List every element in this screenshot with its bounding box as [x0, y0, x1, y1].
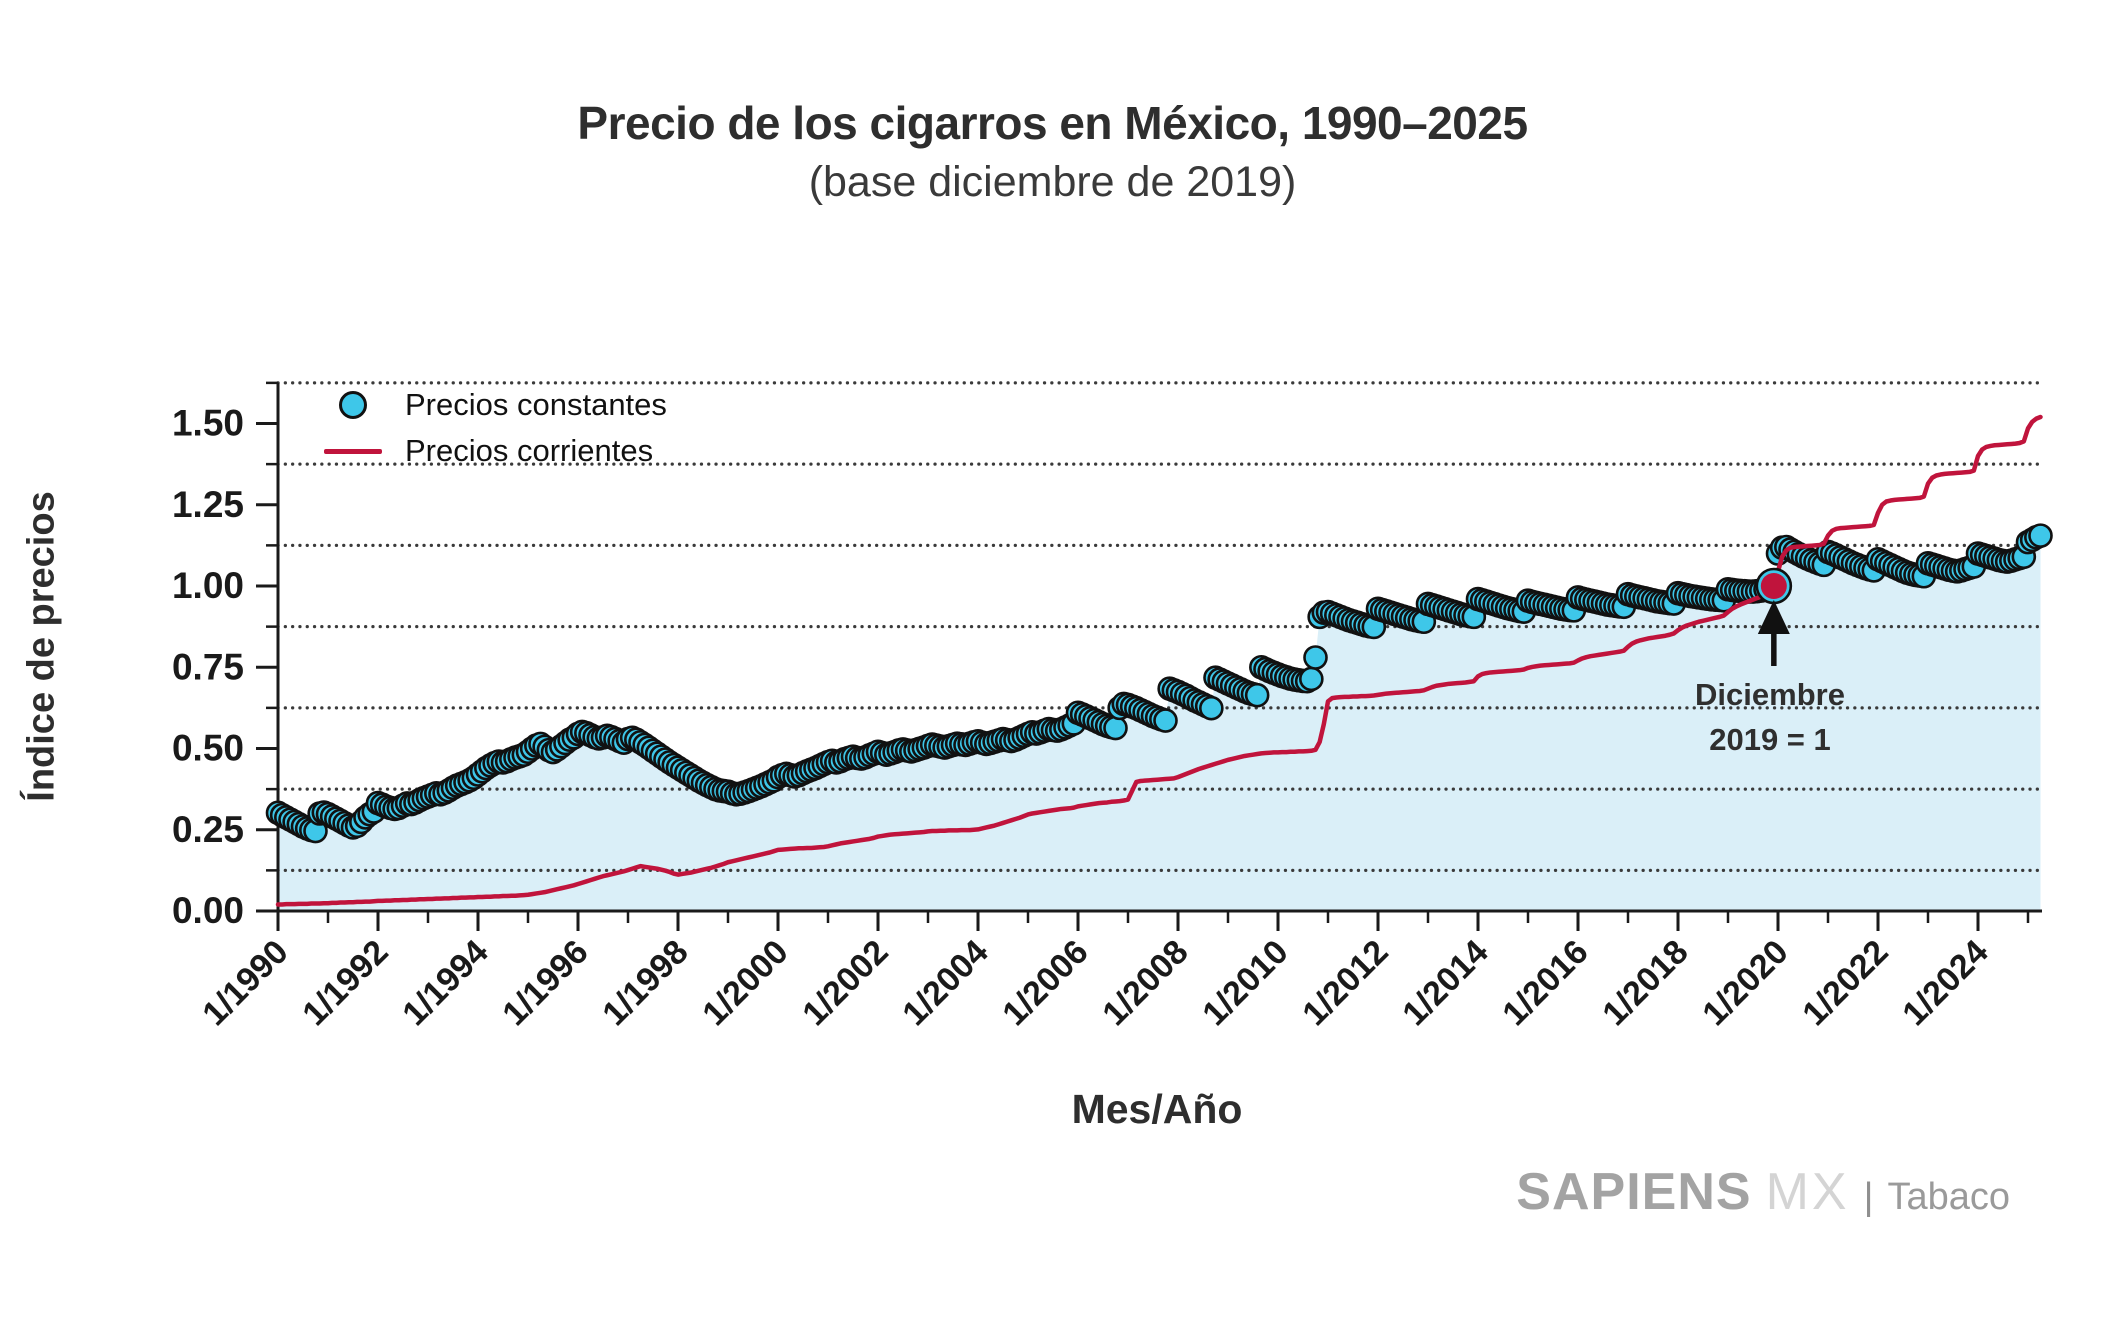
legend-label: Precios constantes [405, 387, 667, 422]
svg-text:1/2020: 1/2020 [1695, 933, 1795, 1033]
svg-text:1/2022: 1/2022 [1795, 933, 1895, 1033]
brand-watermark: SAPIENS MX | Tabaco [1516, 1162, 2010, 1222]
svg-text:1/2004: 1/2004 [895, 933, 995, 1033]
svg-text:1/1992: 1/1992 [295, 933, 395, 1033]
legend-item-corrientes: Precios corrientes [300, 428, 667, 474]
y-axis-ticks: 0.00 0.25 0.50 0.75 1.00 1.25 1.50 [172, 381, 278, 931]
legend: Precios constantes Precios corrientes [300, 382, 667, 474]
brand-name: SAPIENS [1516, 1163, 1752, 1221]
svg-text:0.00: 0.00 [172, 890, 244, 931]
annotation-arrow [1757, 600, 1790, 666]
brand-separator: | [1863, 1176, 1874, 1218]
svg-text:1/1998: 1/1998 [595, 933, 695, 1033]
x-axis-label: Mes/Año [1071, 1086, 1243, 1132]
legend-label: Precios corrientes [405, 433, 654, 468]
svg-text:1/2008: 1/2008 [1095, 933, 1195, 1033]
chart-title: Precio de los cigarros en México, 1990–2… [577, 97, 1528, 149]
svg-text:1/2000: 1/2000 [695, 933, 795, 1033]
svg-text:1/2014: 1/2014 [1395, 933, 1495, 1033]
svg-text:1/2002: 1/2002 [795, 933, 895, 1033]
svg-text:1/2010: 1/2010 [1195, 933, 1295, 1033]
svg-text:1.50: 1.50 [172, 403, 244, 444]
svg-text:1/2018: 1/2018 [1595, 933, 1695, 1033]
y-axis-label: Índice de precios [20, 491, 63, 802]
svg-text:1.25: 1.25 [172, 484, 244, 525]
brand-tagline: Tabaco [1887, 1176, 2010, 1218]
svg-text:1/2024: 1/2024 [1895, 933, 1995, 1033]
svg-text:1/1990: 1/1990 [195, 933, 295, 1033]
legend-dot-marker [300, 391, 405, 419]
svg-text:1/2016: 1/2016 [1495, 933, 1595, 1033]
legend-line-marker [300, 448, 405, 454]
annotation-line1: Diciembre [1695, 677, 1845, 712]
svg-text:0.75: 0.75 [172, 646, 244, 687]
svg-text:1/1996: 1/1996 [495, 933, 595, 1033]
svg-text:1/2006: 1/2006 [995, 933, 1095, 1033]
annotation-line2: 2019 = 1 [1709, 722, 1831, 757]
x-axis-ticks: 1/1990 1/1992 1/1994 1/1996 1/1998 1/2000 1/20… [195, 911, 2030, 1033]
svg-text:0.25: 0.25 [172, 809, 244, 850]
svg-text:1.00: 1.00 [172, 565, 244, 606]
base-point-marker [1755, 567, 1793, 605]
chart-subtitle: (base diciembre de 2019) [808, 158, 1297, 206]
svg-text:1/2012: 1/2012 [1295, 933, 1395, 1033]
legend-item-constantes: Precios constantes [300, 382, 667, 428]
base-point-annotation: Diciembre 2019 = 1 [1630, 672, 1910, 762]
brand-suffix-mx: MX [1765, 1163, 1850, 1221]
svg-text:1/1994: 1/1994 [395, 933, 495, 1033]
corrientes-line [275, 414, 2043, 907]
constantes-series [265, 523, 2053, 844]
svg-text:0.50: 0.50 [172, 728, 244, 769]
